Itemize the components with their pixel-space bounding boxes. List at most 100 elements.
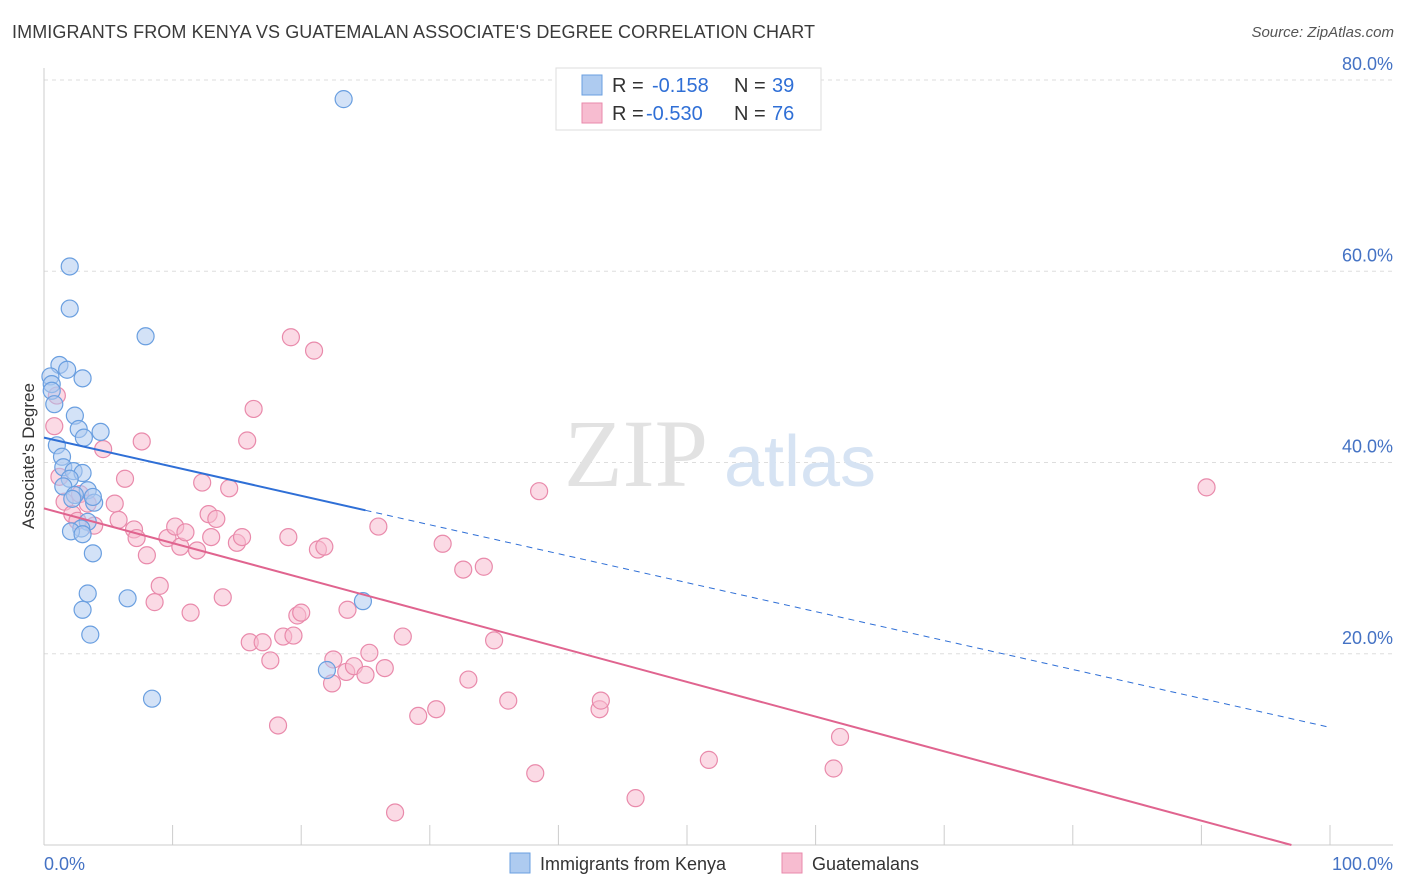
kenya-point-35 [142,689,162,708]
legend-r-label-2: R = [612,103,644,125]
legend-swatch-kenya [581,74,603,96]
kenya-point-36 [317,660,337,680]
watermark-zip: ZIP [564,400,708,507]
gridlines: 20.0% 40.0% 60.0% 80.0% [44,54,1393,655]
guatemalan-point-22 [176,523,195,542]
guatemalan-point-28 [207,509,226,529]
guatemalan-point-14 [132,432,151,451]
guatemalan-point-66 [499,691,518,710]
guatemalan-point-35 [244,399,263,419]
kenya-trend-line [43,436,366,512]
x-tick-label-min: 0.0% [44,854,85,874]
guatemalan-trend-line [43,507,1292,846]
guatemalan-point-67 [526,764,545,783]
x-tick-label-max: 100.0% [1332,854,1393,874]
guatemalan-point-33 [238,431,257,450]
guatemalan-point-70 [591,691,610,710]
kenya-point-0 [334,90,353,109]
guatemalan-point-64 [474,557,493,576]
watermark: ZIP atlas [564,400,876,507]
guatemalan-point-63 [459,670,478,689]
legend-n-value-2: 76 [772,103,794,125]
guatemalan-point-62 [454,560,473,579]
guatemalan-point-60 [427,700,446,719]
guatemalan-point-51 [338,600,357,619]
bottom-legend-swatch-kenya [509,852,531,874]
guatemalan-point-75 [1197,478,1216,497]
trend-lines [43,436,1331,846]
source-credit: Source: ZipAtlas.com [1251,24,1394,41]
kenya-point-5 [58,360,77,379]
legend-n-value-1: 39 [772,75,794,97]
kenya-point-32 [73,600,92,619]
kenya-point-38 [63,489,82,508]
bottom-legend: Immigrants from Kenya Guatemalans [509,852,919,874]
guatemalan-point-58 [393,627,412,646]
chart-title: IMMIGRANTS FROM KENYA VS GUATEMALAN ASSO… [12,22,816,42]
guatemalan-point-29 [213,588,232,607]
y-tick-label-40: 40.0% [1342,437,1393,457]
guatemalan-point-30 [220,479,239,498]
kenya-point-2 [60,299,79,318]
kenya-point-30 [78,584,97,603]
guatemalan-point-74 [830,727,850,747]
kenya-point-9 [45,395,64,414]
bottom-legend-label-guatemalans: Guatemalans [812,854,919,874]
guatemalan-point-23 [181,603,200,622]
guatemalan-point-27 [202,527,221,547]
kenya-point-29 [83,544,102,563]
guatemalan-point-15 [137,546,156,565]
guatemalan-point-68 [530,482,549,501]
y-tick-label-20: 20.0% [1342,628,1393,648]
kenya-point-1 [60,257,79,276]
legend-r-label-1: R = [612,75,644,97]
legend-n-label-2: N = [734,103,766,125]
guatemalan-point-12 [115,469,135,488]
kenya-point-37 [83,487,102,507]
kenya-point-28 [73,525,92,544]
guatemalan-point-38 [268,716,288,735]
guatemalan-point-57 [385,803,405,822]
bottom-legend-label-kenya: Immigrants from Kenya [540,854,727,874]
guatemalan-point-41 [284,626,303,645]
kenya-point-22 [91,422,110,441]
series-kenya [41,90,373,708]
bottom-legend-swatch-guatemalans [781,852,803,874]
y-tick-label-80: 80.0% [1342,54,1393,74]
y-tick-label-60: 60.0% [1342,245,1393,265]
guatemalan-point-47 [315,537,334,556]
guatemalan-point-45 [304,341,324,360]
legend-n-label-1: N = [734,75,766,97]
kenya-point-3 [136,327,155,346]
guatemalan-point-43 [292,603,311,622]
kenya-point-31 [118,589,137,608]
y-axis-label: Associate's Degree [19,383,38,529]
guatemalan-point-36 [253,633,272,652]
guatemalan-point-17 [145,593,164,612]
guatemalan-point-65 [485,631,504,650]
guatemalan-point-71 [626,789,645,808]
guatemalan-point-10 [105,494,124,513]
guatemalan-point-72 [699,750,718,769]
guatemalan-point-53 [356,665,375,684]
legend-swatch-guatemalans [581,102,603,124]
guatemalan-point-37 [261,651,280,670]
guatemalan-point-54 [360,643,379,662]
guatemalan-point-44 [281,328,301,347]
kenya-point-33 [353,592,373,611]
guatemalan-point-55 [369,517,388,536]
axes [43,68,1393,846]
guatemalan-point-32 [232,527,252,547]
guatemalan-point-61 [433,534,452,553]
guatemalan-point-59 [409,706,428,726]
guatemalan-point-18 [150,576,169,595]
guatemalan-point-11 [109,510,128,529]
guatemalan-point-73 [824,759,843,778]
guatemalan-point-1 [45,417,64,436]
guatemalan-point-25 [193,473,212,492]
kenya-point-34 [81,625,100,644]
watermark-atlas: atlas [724,422,876,502]
guatemalan-point-56 [375,658,394,678]
legend-r-value-2: -0.530 [646,103,703,125]
